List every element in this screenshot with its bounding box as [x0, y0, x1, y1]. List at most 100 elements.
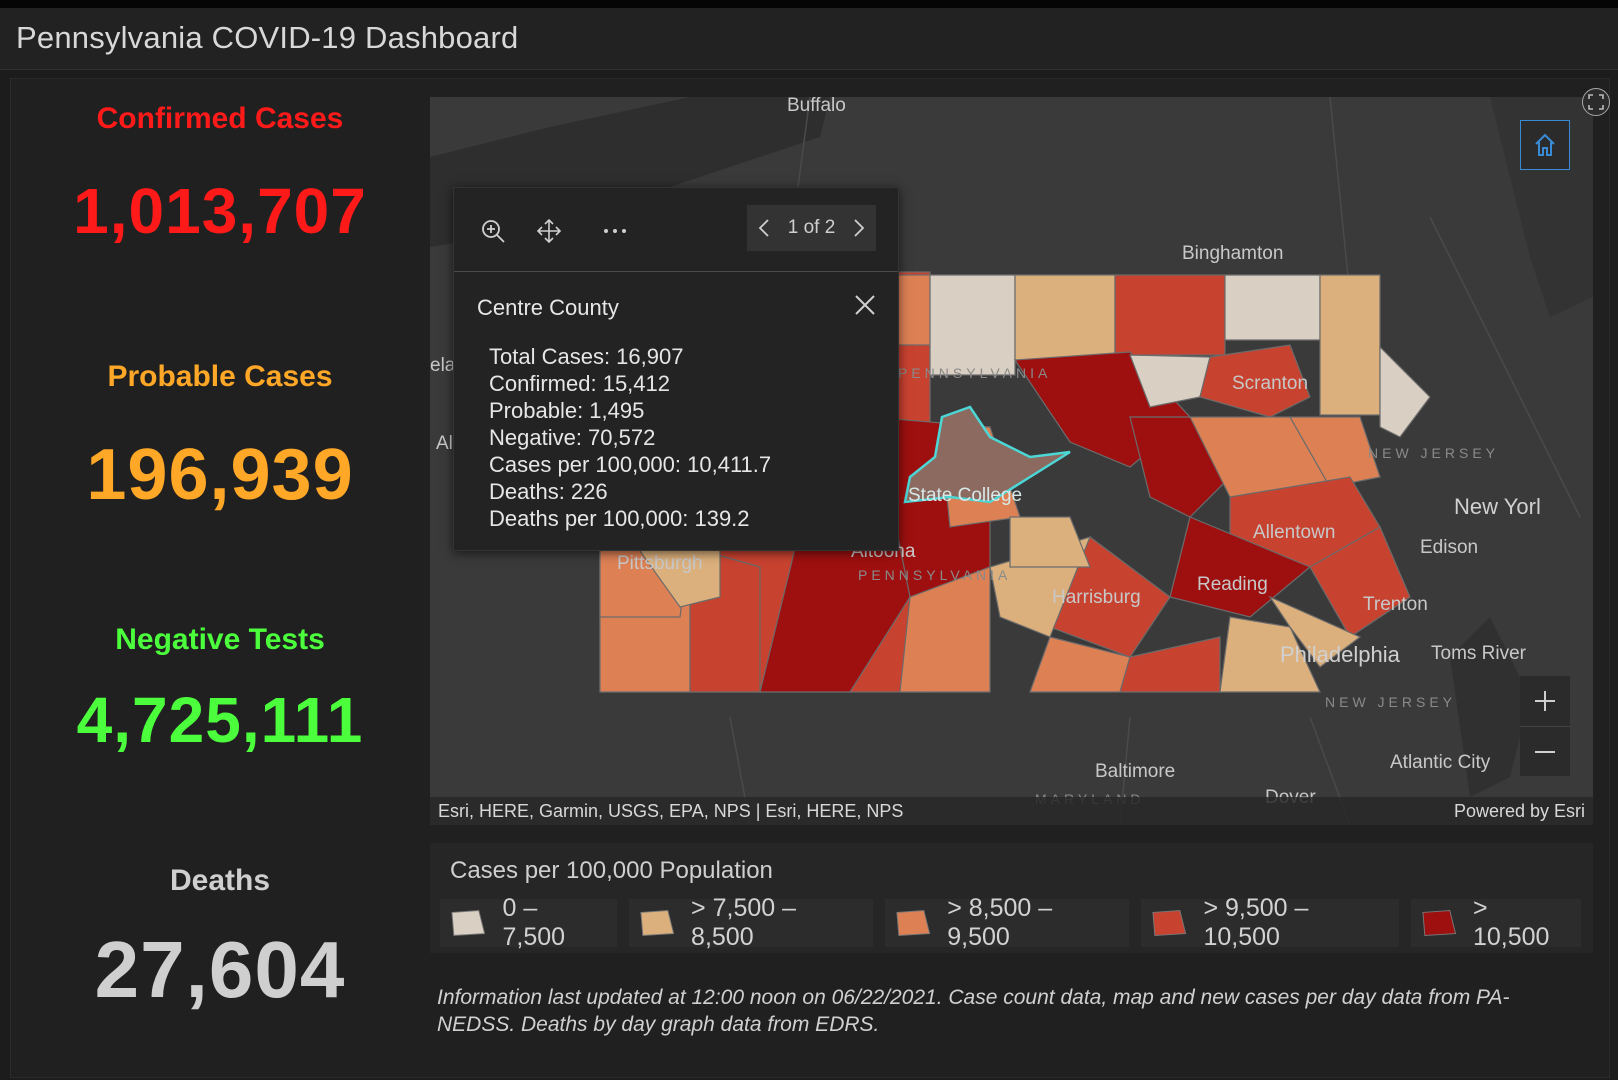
legend-swatch-icon	[1152, 909, 1187, 937]
popup-title: Centre County	[477, 295, 619, 320]
county-ab	[899, 566, 991, 693]
probable-cases-label: Probable Cases	[107, 360, 333, 393]
bay-region	[1450, 617, 1530, 797]
map-attribution: Esri, HERE, Garmin, USGS, EPA, NPS | Esr…	[430, 797, 1593, 825]
dashboard-header: Pennsylvania COVID-19 Dashboard	[0, 8, 1618, 70]
county-f	[1319, 274, 1381, 416]
pager-text: 1 of 2	[787, 217, 836, 238]
place-new-jersey-bottom: NEW JERSEY	[1325, 694, 1457, 710]
place-trenton: Trenton	[1363, 594, 1428, 615]
county-o	[1309, 526, 1411, 638]
zoom-to-button[interactable]	[474, 212, 512, 250]
place-binghamton: Binghamton	[1182, 243, 1284, 264]
home-button[interactable]	[1520, 120, 1570, 170]
legend-item: 0 – 7,500	[440, 894, 617, 951]
map-legend: Cases per 100,000 Population 0 – 7,500 >…	[430, 843, 1593, 953]
legend-title: Cases per 100,000 Population	[450, 857, 773, 884]
legend-swatch-icon	[1421, 910, 1456, 936]
place-reading: Reading	[1197, 574, 1268, 595]
ellipsis-icon	[604, 229, 626, 233]
place-atlantic-city: Atlantic City	[1390, 752, 1491, 773]
county-g	[1379, 345, 1431, 438]
move-icon	[536, 218, 562, 244]
place-edison: Edison	[1420, 537, 1479, 558]
legend-swatch-icon	[896, 909, 930, 937]
more-options-button[interactable]	[596, 212, 634, 250]
place-philadelphia: Philadelphia	[1280, 642, 1400, 667]
probable-cases-panel: Probable Cases 196,939	[12, 360, 428, 516]
county-c	[1014, 274, 1116, 361]
zoom-controls	[1520, 676, 1570, 776]
county-m	[1288, 416, 1381, 488]
county-ac	[1009, 516, 1091, 568]
county-e	[1224, 274, 1321, 341]
field-probable: Probable: 1,495	[489, 398, 645, 423]
place-edge-ela: ela	[430, 355, 456, 376]
place-edge-al: Al	[436, 433, 453, 454]
page-title: Pennsylvania COVID-19 Dashboard	[16, 20, 519, 55]
update-footnote: Information last updated at 12:00 noon o…	[437, 986, 1510, 1036]
probable-cases-value: 196,939	[86, 435, 354, 515]
deaths-label: Deaths	[169, 864, 271, 897]
top-strip	[0, 0, 1618, 8]
field-deaths: Deaths: 226	[489, 479, 608, 504]
plus-icon	[1535, 691, 1555, 711]
field-confirmed: Confirmed: 15,412	[489, 371, 670, 396]
zoom-to-icon	[482, 220, 505, 243]
confirmed-cases-panel: Confirmed Cases 1,013,707	[12, 102, 428, 248]
legend-label: 0 – 7,500	[502, 894, 566, 951]
county-q	[1268, 595, 1362, 668]
place-pittsburgh: Pittsburgh	[617, 553, 703, 574]
zoom-in-button[interactable]	[1520, 676, 1570, 726]
expand-icon-glyph	[1588, 94, 1604, 110]
popup-fields: Total Cases: 16,907 Confirmed: 15,412 Pr…	[489, 343, 771, 532]
place-new-york: New Yorl	[1454, 494, 1541, 519]
deaths-panel: Deaths 27,604	[12, 864, 428, 1016]
next-icon[interactable]	[852, 218, 866, 238]
legend-item: > 7,500 – 8,500	[628, 894, 873, 951]
previous-icon[interactable]	[757, 218, 771, 238]
confirmed-cases-value: 1,013,707	[73, 175, 367, 247]
negative-tests-value: 4,725,111	[76, 684, 364, 756]
close-popup-button[interactable]	[851, 291, 879, 319]
zoom-out-button[interactable]	[1520, 726, 1570, 776]
place-allentown: Allentown	[1253, 522, 1336, 543]
county-b	[929, 274, 1016, 376]
feature-pager: 1 of 2	[747, 205, 876, 251]
expand-icon[interactable]	[1582, 88, 1610, 116]
field-negative: Negative: 70,572	[489, 425, 656, 450]
home-icon	[1535, 133, 1555, 156]
legend-label: > 8,500 – 9,500	[947, 894, 1053, 951]
legend-label: > 9,500 – 10,500	[1203, 894, 1309, 951]
county-p	[1169, 516, 1312, 618]
attribution-sources: Esri, HERE, Garmin, USGS, EPA, NPS | Esr…	[438, 801, 904, 821]
powered-by-esri-link[interactable]: Powered by Esri	[1453, 801, 1585, 821]
county-j	[1199, 344, 1311, 418]
close-icon	[855, 295, 875, 315]
deaths-value: 27,604	[94, 925, 346, 1014]
county-r	[1219, 616, 1321, 693]
legend-swatch-icon	[451, 910, 486, 936]
field-cases-per-100k: Cases per 100,000: 10,411.7	[489, 452, 772, 477]
selected-county-centre[interactable]	[903, 405, 1071, 504]
place-harrisburg: Harrisburg	[1052, 587, 1141, 608]
legend-items: 0 – 7,500 > 7,500 – 8,500 > 8,500 – 9,50…	[440, 894, 1593, 951]
county-popup: 1 of 2 Centre County Total Cases: 16,907…	[453, 187, 899, 551]
negative-tests-panel: Negative Tests 4,725,111	[12, 623, 428, 757]
place-buffalo: Buffalo	[787, 97, 846, 116]
place-pennsylvania-mid: PENNSYLVANIA	[858, 567, 1012, 583]
legend-item: > 10,500	[1410, 894, 1581, 951]
negative-tests-label: Negative Tests	[115, 623, 325, 656]
legend-swatch-icon	[639, 909, 674, 937]
place-new-jersey-top: NEW JERSEY	[1368, 445, 1500, 461]
pan-button[interactable]	[530, 212, 568, 250]
county-v	[1119, 636, 1221, 693]
legend-label: > 7,500 – 8,500	[691, 894, 797, 951]
confirmed-cases-label: Confirmed Cases	[96, 102, 344, 135]
minus-icon	[1535, 750, 1555, 753]
county-d	[1114, 274, 1226, 356]
place-toms-river: Toms River	[1431, 643, 1527, 664]
popup-toolbar: 1 of 2	[454, 188, 898, 272]
field-total-cases: Total Cases: 16,907	[489, 344, 684, 369]
place-state-college: State College	[908, 485, 1023, 506]
